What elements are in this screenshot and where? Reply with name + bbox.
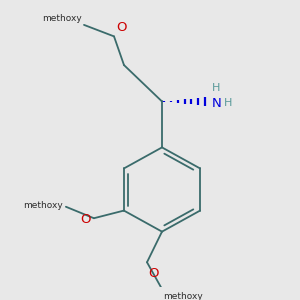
Text: O: O: [116, 22, 127, 34]
Text: methoxy: methoxy: [163, 292, 203, 300]
Text: O: O: [148, 267, 158, 280]
Text: H: H: [224, 98, 232, 108]
Text: methoxy: methoxy: [23, 201, 63, 210]
Text: O: O: [80, 213, 91, 226]
Text: H: H: [212, 83, 220, 93]
Text: N: N: [212, 97, 222, 110]
Text: methoxy: methoxy: [42, 14, 82, 23]
